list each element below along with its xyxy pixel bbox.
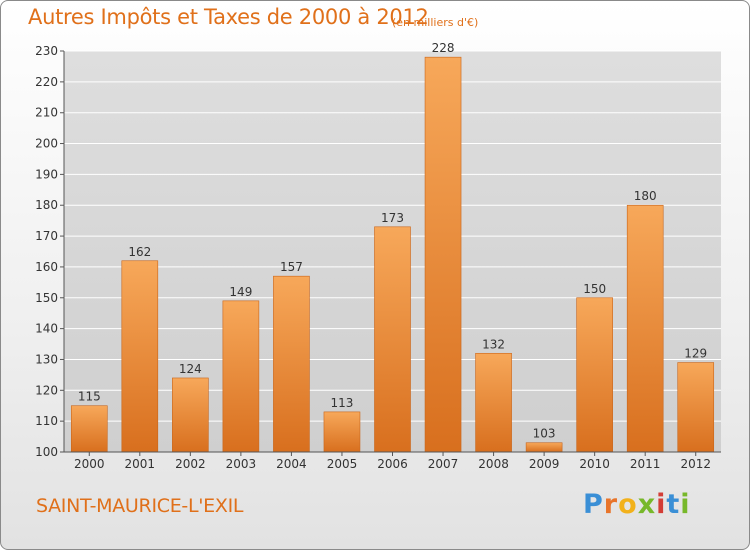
bar-2010 [576, 297, 613, 453]
logo-letter: t [666, 489, 681, 520]
data-label: 149 [229, 285, 252, 299]
y-axis: 100 110 120 130 140 150 160 170 180 190 200 210 220 2… [35, 44, 65, 459]
bar-2006 [374, 226, 411, 453]
data-label: 103 [533, 427, 556, 441]
bar-2011 [626, 204, 664, 453]
x-tick-label: 2011 [630, 457, 661, 471]
proxiti-logo: Proxiti [583, 489, 691, 520]
x-tick-label: 2005 [327, 457, 358, 471]
y-tick-label: 210 [35, 106, 58, 120]
x-tick-label: 2006 [377, 457, 408, 471]
bar-2004 [273, 275, 310, 453]
data-label: 124 [179, 362, 202, 376]
x-tick-label: 2008 [478, 457, 509, 471]
bar-2002 [172, 377, 209, 453]
x-axis: 2000 2001 2002 2003 2004 2005 2006 2007 2008 2009… [64, 451, 721, 471]
y-tick-label: 100 [35, 445, 58, 459]
x-tick-label: 2000 [74, 457, 105, 471]
logo-letter: i [680, 489, 691, 520]
y-tick-label: 190 [35, 167, 58, 181]
commune-name: SAINT-MAURICE-L'EXIL [36, 495, 244, 517]
bar-2001 [121, 260, 159, 453]
x-tick-label: 2010 [579, 457, 610, 471]
data-label: 113 [331, 396, 354, 410]
bar-2005 [323, 411, 361, 453]
data-label: 150 [583, 282, 606, 296]
y-tick-label: 110 [35, 414, 58, 428]
logo-letter: P [583, 489, 604, 520]
bar-2009 [525, 442, 563, 453]
y-tick-label: 230 [35, 44, 58, 58]
logo-letter: i [656, 489, 667, 520]
y-tick-label: 130 [35, 352, 58, 366]
y-tick-label: 120 [35, 383, 58, 397]
bar-2008 [475, 352, 512, 453]
bar-2003 [222, 300, 260, 453]
data-label: 162 [128, 245, 151, 259]
data-label: 180 [634, 189, 657, 203]
logo-letter: x [637, 489, 657, 520]
data-label: 129 [684, 347, 707, 361]
y-tick-label: 220 [35, 75, 58, 89]
x-tick-label: 2007 [428, 457, 459, 471]
data-label: 157 [280, 260, 303, 274]
x-tick-label: 2009 [529, 457, 560, 471]
x-tick-label: 2004 [276, 457, 307, 471]
x-tick-label: 2003 [226, 457, 257, 471]
data-label: 132 [482, 337, 505, 351]
logo-letter: o [618, 489, 638, 520]
x-tick-label: 2001 [125, 457, 156, 471]
y-tick-label: 160 [35, 260, 58, 274]
data-label: 228 [432, 41, 455, 55]
y-tick-label: 180 [35, 198, 58, 212]
data-label: 115 [78, 390, 101, 404]
bar-2007 [424, 56, 462, 453]
x-tick-label: 2002 [175, 457, 206, 471]
data-label: 173 [381, 211, 404, 225]
x-tick-label: 2012 [680, 457, 711, 471]
chart-title: Autres Impôts et Taxes de 2000 à 2012 [28, 5, 429, 29]
bar-2012 [677, 362, 715, 453]
y-tick-label: 140 [35, 322, 58, 336]
y-tick-label: 200 [35, 137, 58, 151]
y-tick-label: 170 [35, 229, 58, 243]
bar-2000 [70, 405, 108, 453]
logo-letter: r [603, 489, 619, 520]
y-tick-label: 150 [35, 291, 58, 305]
bars: 115 162 124 149 157 113 173 228 132 103 150 180 129 [70, 41, 715, 453]
unit-note: (en milliers d'€) [392, 16, 479, 29]
